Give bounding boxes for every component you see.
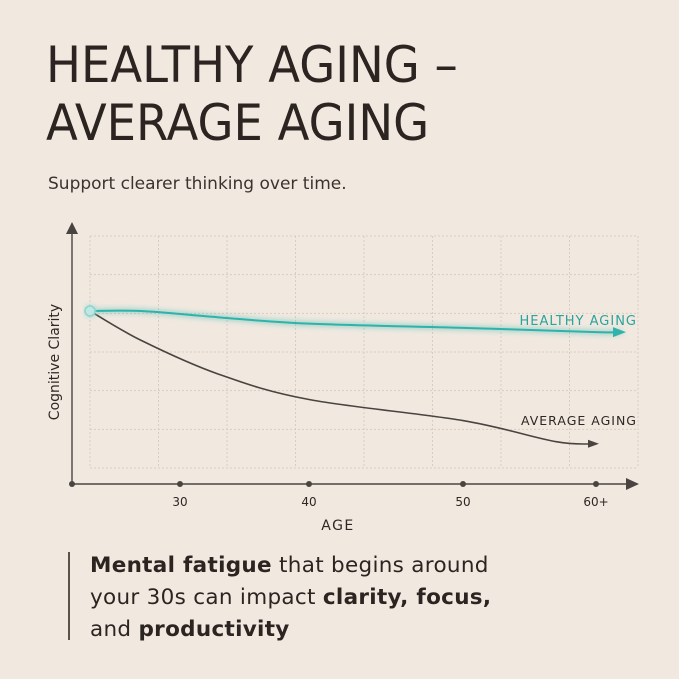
y-axis-label: Cognitive Clarity bbox=[47, 304, 63, 420]
x-axis-arrow bbox=[626, 478, 639, 490]
fatigue-note: Mental fatigue that begins around your 3… bbox=[90, 550, 491, 646]
chart-grid bbox=[89, 235, 639, 469]
x-tick-label: 60+ bbox=[583, 495, 608, 509]
chart-axes bbox=[66, 222, 639, 490]
note-text-2: your 30s can impact bbox=[90, 585, 323, 610]
average-aging-label: AVERAGE AGING bbox=[521, 413, 637, 428]
axis-origin-dot bbox=[69, 481, 75, 487]
x-tick-dot bbox=[460, 481, 466, 487]
start-point-dot bbox=[84, 305, 96, 317]
chart-ticks: 30 40 50 60+ bbox=[172, 481, 609, 509]
note-line-3: and productivity bbox=[90, 614, 491, 646]
note-text-1: that begins around bbox=[271, 553, 489, 578]
x-tick-dot bbox=[306, 481, 312, 487]
x-axis-label: AGE bbox=[321, 518, 355, 534]
healthy-aging-label: HEALTHY AGING bbox=[520, 314, 638, 329]
x-tick-label: 50 bbox=[455, 495, 470, 509]
healthy-aging-line bbox=[89, 309, 623, 334]
title-line-2: AVERAGE AGING bbox=[46, 94, 430, 152]
x-tick-label: 30 bbox=[172, 495, 187, 509]
note-bold-3: productivity bbox=[138, 617, 290, 642]
x-tick-dot bbox=[593, 481, 599, 487]
page-title: HEALTHY AGING – AVERAGE AGING bbox=[46, 36, 458, 152]
x-tick-dot bbox=[177, 481, 183, 487]
title-line-1: HEALTHY AGING – bbox=[46, 36, 458, 94]
chart-series bbox=[84, 305, 626, 448]
note-bold-2: clarity, focus, bbox=[322, 585, 492, 610]
average-aging-arrowhead bbox=[588, 439, 599, 448]
subtitle: Support clearer thinking over time. bbox=[48, 174, 347, 194]
x-tick-label: 40 bbox=[301, 495, 316, 509]
note-line-2: your 30s can impact clarity, focus, bbox=[90, 582, 491, 614]
callout-bar bbox=[68, 552, 70, 640]
note-text-3: and bbox=[90, 617, 139, 642]
note-bold-1: Mental fatigue bbox=[90, 553, 272, 578]
healthy-aging-arrowhead bbox=[613, 327, 626, 338]
note-line-1: Mental fatigue that begins around bbox=[90, 550, 491, 582]
y-axis-arrow bbox=[66, 222, 78, 234]
average-aging-line bbox=[89, 310, 597, 445]
